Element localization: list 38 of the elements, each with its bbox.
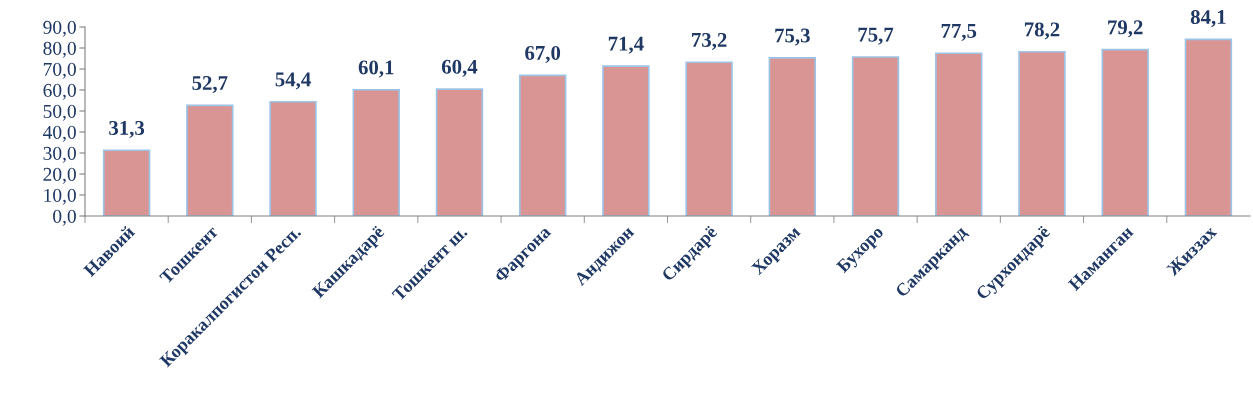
data-label: 84,1 bbox=[1190, 9, 1226, 28]
bar bbox=[186, 104, 234, 216]
data-label: 31,3 bbox=[109, 120, 145, 138]
bar bbox=[768, 57, 817, 216]
bar bbox=[1018, 50, 1066, 216]
data-label: 73,2 bbox=[692, 32, 727, 50]
y-tick-label: 60,0 bbox=[43, 83, 76, 100]
data-label: 78,2 bbox=[1024, 22, 1060, 40]
y-tick-label: 80,0 bbox=[43, 41, 76, 58]
data-label: 75,3 bbox=[775, 28, 810, 46]
y-tick-label: 30,0 bbox=[43, 146, 76, 163]
bar bbox=[602, 65, 650, 216]
y-tick-label: 40,0 bbox=[43, 125, 76, 142]
bar bbox=[1101, 48, 1149, 216]
data-label: 52,7 bbox=[192, 75, 228, 94]
bar bbox=[935, 52, 983, 216]
bar bbox=[352, 88, 400, 216]
bar bbox=[1184, 38, 1233, 216]
bar bbox=[269, 100, 317, 216]
data-label: 54,4 bbox=[275, 72, 311, 90]
data-label: 71,4 bbox=[608, 36, 644, 54]
bar bbox=[102, 149, 151, 216]
y-tick-label: 10,0 bbox=[44, 188, 76, 205]
y-tick-label: 0,0 bbox=[53, 209, 76, 226]
data-label: 75,7 bbox=[858, 27, 894, 45]
data-label: 79,2 bbox=[1108, 20, 1143, 38]
bar bbox=[685, 61, 733, 216]
y-tick-label: 70,0 bbox=[43, 62, 76, 79]
y-tick-label: 20,0 bbox=[43, 167, 76, 184]
y-tick-label: 50,0 bbox=[43, 104, 76, 121]
bar bbox=[518, 74, 567, 216]
data-label: 67,0 bbox=[525, 45, 561, 63]
bar bbox=[435, 88, 484, 216]
bar bbox=[851, 56, 900, 216]
data-label: 77,5 bbox=[941, 24, 977, 41]
y-tick-label: 90,0 bbox=[43, 20, 76, 37]
data-label: 60,1 bbox=[358, 60, 394, 78]
data-label: 60,4 bbox=[441, 59, 478, 77]
